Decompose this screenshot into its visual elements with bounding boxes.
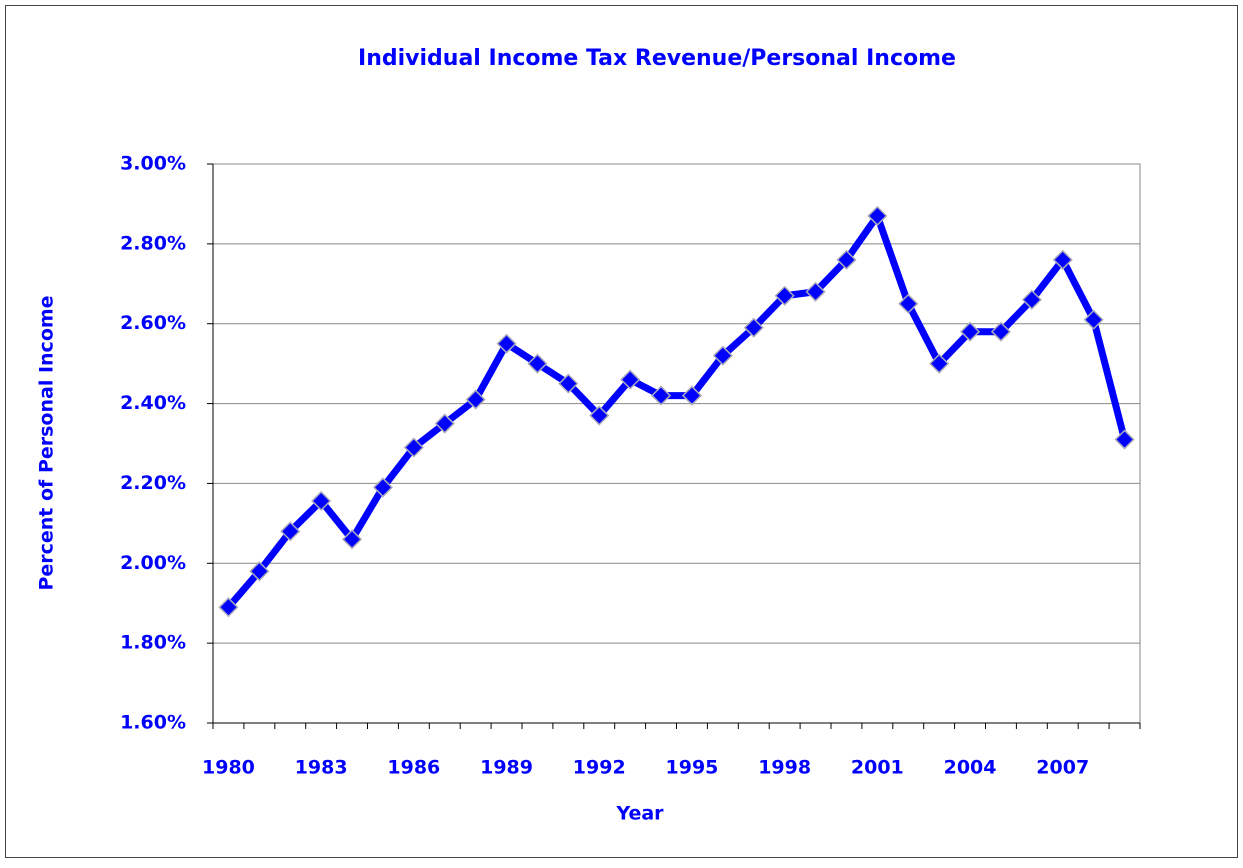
x-tick-label: 2001 bbox=[851, 757, 904, 779]
data-marker bbox=[743, 317, 764, 338]
data-marker bbox=[959, 321, 981, 342]
data-marker bbox=[836, 249, 857, 270]
data-marker bbox=[990, 321, 1012, 342]
y-tick-label: 2.20% bbox=[120, 472, 186, 494]
data-marker bbox=[1052, 249, 1073, 270]
y-tick-label: 1.80% bbox=[120, 632, 186, 654]
y-tick-label: 2.60% bbox=[120, 312, 186, 334]
data-marker bbox=[929, 353, 950, 374]
data-marker bbox=[558, 373, 579, 394]
y-tick-label: 3.00% bbox=[120, 153, 186, 175]
plot-area bbox=[212, 163, 1141, 724]
data-marker bbox=[527, 353, 548, 374]
data-marker bbox=[589, 405, 610, 426]
y-tick-label: 2.40% bbox=[120, 392, 186, 414]
data-marker bbox=[403, 437, 424, 458]
x-tick-label: 2007 bbox=[1036, 757, 1089, 779]
x-tick-label: 1992 bbox=[573, 757, 626, 779]
data-marker bbox=[311, 490, 332, 512]
data-marker bbox=[434, 413, 455, 434]
data-marker bbox=[681, 385, 703, 406]
chart-title: Individual Income Tax Revenue/Personal I… bbox=[358, 46, 956, 71]
data-marker bbox=[805, 281, 826, 302]
data-marker bbox=[218, 597, 239, 618]
y-tick-label: 1.60% bbox=[120, 712, 186, 734]
data-marker bbox=[898, 293, 919, 314]
data-marker bbox=[341, 529, 363, 550]
data-marker bbox=[712, 345, 733, 366]
x-axis-label: Year bbox=[615, 803, 664, 825]
x-tick-label: 1980 bbox=[202, 757, 255, 779]
data-marker bbox=[620, 369, 641, 390]
data-marker bbox=[280, 521, 301, 542]
data-marker bbox=[465, 389, 486, 410]
data-marker bbox=[249, 561, 270, 582]
x-tick-label: 1995 bbox=[666, 757, 719, 779]
y-axis-label: Percent of Personal Income bbox=[36, 295, 58, 590]
x-tick-label: 1986 bbox=[387, 757, 440, 779]
x-tick-label: 1983 bbox=[295, 757, 348, 779]
y-tick-label: 2.80% bbox=[120, 232, 186, 254]
data-marker bbox=[1083, 309, 1104, 330]
x-tick-label: 1989 bbox=[480, 757, 533, 779]
x-tick-label: 2004 bbox=[944, 757, 997, 779]
data-marker bbox=[867, 205, 888, 226]
x-tick-label: 1998 bbox=[758, 757, 811, 779]
data-marker bbox=[1021, 289, 1042, 310]
y-tick-label: 2.00% bbox=[120, 552, 186, 574]
data-marker bbox=[1114, 429, 1135, 450]
data-marker bbox=[496, 333, 517, 354]
data-marker bbox=[774, 285, 795, 306]
data-marker bbox=[372, 477, 394, 498]
data-marker bbox=[650, 385, 672, 406]
